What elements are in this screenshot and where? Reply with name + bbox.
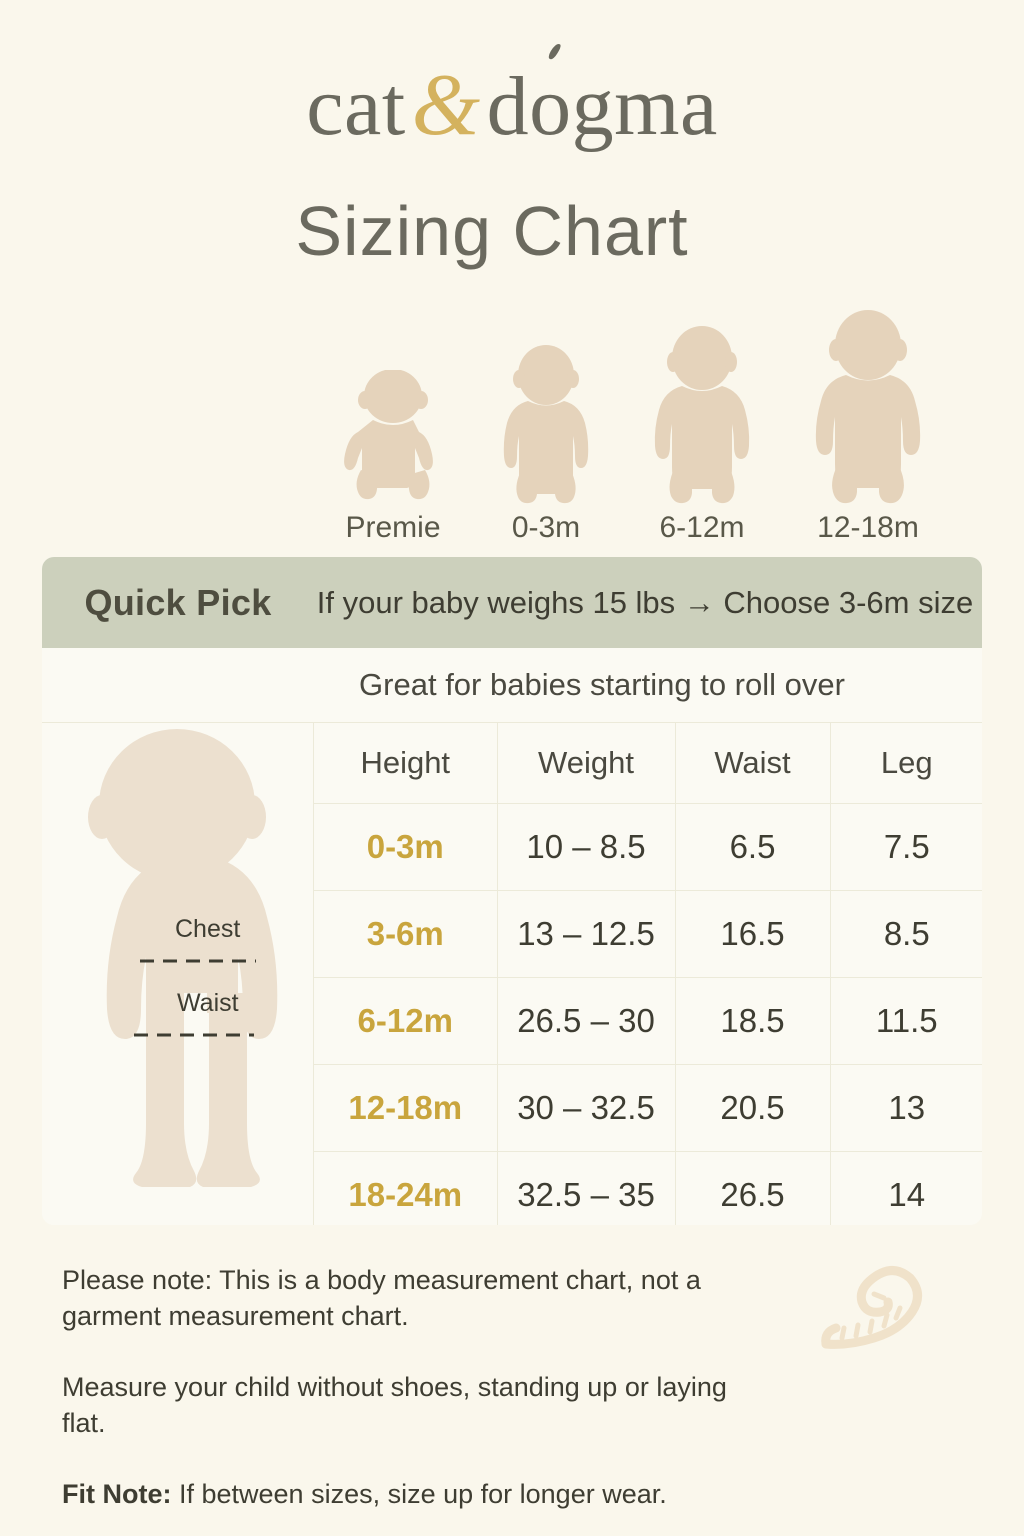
figure-label: 0-3m [511, 511, 581, 544]
footer-notes: Please note: This is a body measurement … [62, 1262, 942, 1512]
brand-part-d: d [486, 60, 530, 153]
note-measure-instructions: Measure your child without shoes, standi… [62, 1371, 727, 1439]
size-figure-row: Premie 0-3m 6-12 [0, 300, 1024, 746]
figure-label: 12-18m [817, 511, 919, 544]
cell-waist: 20.5 [675, 1064, 831, 1152]
brand-part-cat: cat [306, 60, 406, 153]
table-row: 12-18m 30 – 32.5 20.5 13 [314, 1064, 982, 1152]
note-body-measurement: Please note: This is a body measurement … [62, 1265, 701, 1332]
brand-ampersand: & [411, 57, 481, 154]
cell-leg: 7.5 [830, 803, 982, 891]
page-title: Sizing Chart [295, 192, 689, 270]
table-row: 6-12m 26.5 – 30 18.5 11.5 [314, 977, 982, 1065]
sizing-table: Height Weight Waist Leg 0-3m 10 – 8.5 6.… [314, 723, 982, 1225]
quick-pick-recommendation: If your baby weighs 15 lbs → Choose 3-6m… [316, 584, 974, 620]
cell-leg: 14 [888, 1176, 926, 1213]
sizing-card: Quick Pick If your baby weighs 15 lbs → … [42, 557, 982, 1225]
cell-waist: 6.5 [675, 803, 831, 891]
cell-weight: 26.5 – 30 [497, 977, 676, 1065]
measuring-tape-icon [821, 1266, 922, 1349]
cell-weight: 32.5 – 35 [497, 1151, 676, 1225]
cell-waist: 16.5 [675, 890, 831, 978]
cell-size: 6-12m [314, 977, 498, 1065]
cell-leg: 8.5 [830, 890, 982, 978]
table-row: 18-24m 32.5 – 35 26.5 14 [314, 1151, 982, 1225]
figure-group-0-3m: 0-3m [472, 345, 620, 545]
sizing-table-wrapper: Height Weight Waist Leg 0-3m 10 – 8.5 6.… [314, 723, 982, 1225]
quick-pick-banner: Quick Pick If your baby weighs 15 lbs → … [42, 557, 982, 648]
cell-leg: 13 [830, 1064, 982, 1152]
baby-silhouette-6-12m [654, 326, 750, 504]
waist-label: Waist [177, 989, 239, 1017]
card-body: Chest Waist Height Weight Waist Leg [42, 723, 982, 1225]
cell-size: 3-6m [314, 890, 498, 978]
figure-group-12-18m: 12-18m [782, 309, 954, 545]
fit-note-text: If between sizes, size up for longer wea… [171, 1478, 667, 1509]
column-header-waist: Waist [675, 723, 831, 804]
cell-weight: 13 – 12.5 [497, 890, 676, 978]
table-header-row: Height Weight Waist Leg [314, 723, 982, 804]
cell-weight: 30 – 32.5 [497, 1064, 676, 1152]
brand-part-gma: gma [571, 60, 718, 153]
column-header-height: Height [314, 723, 498, 804]
baby-silhouette-premie [344, 370, 433, 500]
fit-note-label: Fit Note: [62, 1478, 172, 1509]
figure-label: 6-12m [659, 511, 745, 544]
baby-silhouette-12-18m [815, 310, 921, 504]
cell-weight: 10 – 8.5 [497, 803, 676, 891]
table-row: 3-6m 13 – 12.5 16.5 8.5 [314, 890, 982, 978]
cell-size: 12-18m [314, 1064, 498, 1152]
cell-leg: 11.5 [830, 977, 982, 1065]
chest-label: Chest [175, 915, 241, 943]
table-row: 0-3m 10 – 8.5 6.5 7.5 [314, 803, 982, 891]
column-header-leg: Leg [830, 723, 982, 804]
cell-waist: 18.5 [675, 977, 831, 1065]
figure-group-premie: Premie [318, 370, 468, 545]
brand-accented-o: o [529, 60, 572, 153]
column-header-weight: Weight [497, 723, 676, 804]
cell-size: 0-3m [314, 803, 498, 891]
figure-label: Premie [345, 511, 441, 544]
baby-body-silhouette [88, 729, 278, 1187]
quick-pick-subnote: Great for babies starting to roll over [42, 648, 982, 723]
baby-silhouette-0-3m [503, 345, 589, 504]
cell-size: 18-24m [314, 1151, 498, 1225]
figure-group-6-12m: 6-12m [624, 325, 780, 545]
quick-pick-label: Quick Pick [84, 581, 272, 623]
brand-logo: cat&dogma [0, 62, 1024, 150]
cell-waist: 26.5 [675, 1151, 831, 1225]
body-measurement-diagram: Chest Waist [42, 723, 314, 1225]
note-fit: Fit Note: If between sizes, size up for … [62, 1476, 762, 1512]
